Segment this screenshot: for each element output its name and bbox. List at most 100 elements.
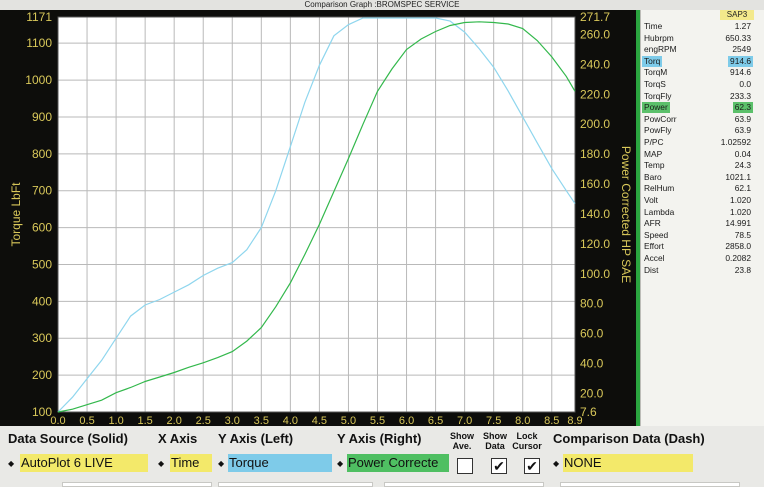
x-tick-label: 0.5 xyxy=(79,415,94,426)
lower-field xyxy=(218,482,373,487)
x-axis-select[interactable]: ◆ Time xyxy=(156,454,212,472)
readout-label: RelHum xyxy=(644,183,675,194)
x-tick-label: 1.0 xyxy=(108,415,123,426)
y-left-axis-label: Torque LbFt xyxy=(9,182,23,247)
y-left-tick-label: 500 xyxy=(32,257,52,271)
plot-border xyxy=(57,16,576,413)
readout-panel: SAP3 Time 1.27 Hubrpm 650.33 engRPM 2549 Torq 9… xyxy=(640,10,764,426)
readout-label: engRPM xyxy=(644,44,677,55)
readout-label: Effort xyxy=(644,241,664,252)
chart-frame: 0.0 0.5 1.0 1.5 2.0 2.5 3.0 3.5 4.0 4.5 5.0 5.5 6.0 6… xyxy=(0,10,638,426)
lower-field xyxy=(62,482,212,487)
readout-row: Time 1.27 xyxy=(641,21,753,32)
y-right-tick-label: 260.0 xyxy=(580,27,610,41)
readout-label: Temp xyxy=(644,160,665,171)
readout-value: 2858.0 xyxy=(725,241,751,252)
readout-row: Baro 1021.1 xyxy=(641,172,753,183)
x-tick-label: 2.0 xyxy=(167,415,182,426)
lock-cursor-checkbox[interactable]: ✔ xyxy=(524,458,540,474)
readout-label: PowCorr xyxy=(644,113,677,124)
show-data-label: Show Data xyxy=(483,431,507,451)
readout-label: Volt xyxy=(644,195,658,205)
power-series-line xyxy=(57,21,576,413)
readout-row: TorqM 914.6 xyxy=(641,67,753,78)
readout-row: PowFly 63.9 xyxy=(641,125,753,136)
comparison-data-label: Comparison Data (Dash) xyxy=(553,431,705,446)
y-left-tick-label: 400 xyxy=(32,294,52,308)
readout-label: TorqM xyxy=(644,67,668,78)
x-tick-label: 2.5 xyxy=(196,415,211,426)
x-tick-label: 5.0 xyxy=(341,415,356,426)
y-right-tick-label: 120.0 xyxy=(580,237,610,251)
readout-value: 0.2082 xyxy=(725,253,751,263)
readout-row: Volt 1.020 xyxy=(641,195,753,206)
readout-value: 23.8 xyxy=(734,264,751,275)
y-right-tick-label: 60.0 xyxy=(580,327,604,341)
lower-field xyxy=(560,482,740,487)
y-left-tick-label: 1100 xyxy=(26,36,52,50)
x-tick-label: 4.0 xyxy=(283,415,298,426)
x-tick-label: 8.9 xyxy=(567,415,582,426)
show-data-checkbox[interactable]: ✔ xyxy=(491,458,507,474)
x-tick-label: 6.0 xyxy=(399,415,414,426)
spin-updown-icon[interactable]: ◆ xyxy=(218,458,225,468)
readout-label: Speed xyxy=(644,229,669,240)
readout-header: SAP3 xyxy=(720,10,754,20)
readout-value: 914.6 xyxy=(728,55,753,67)
readout-value: 63.9 xyxy=(734,113,751,124)
x-tick-label: 0.0 xyxy=(50,415,65,426)
x-tick-label: 7.0 xyxy=(457,415,472,426)
data-source-select[interactable]: ◆ AutoPlot 6 LIVE xyxy=(6,454,148,472)
x-tick-label: 8.0 xyxy=(515,415,530,426)
readout-row: Lambda 1.020 xyxy=(641,207,753,218)
readout-row: Power 62.3 xyxy=(641,102,753,113)
lock-cursor-label: Lock Cursor xyxy=(512,431,542,451)
y-axis-left-value: Torque xyxy=(228,454,332,472)
y-axis-left-label: Y Axis (Left) xyxy=(218,431,294,446)
readout-label: TorqS xyxy=(644,79,666,89)
y-axis-left-select[interactable]: ◆ Torque xyxy=(216,454,332,472)
data-source-label: Data Source (Solid) xyxy=(8,431,128,446)
y-axis-right-select[interactable]: ◆ Power Correcte xyxy=(335,454,449,472)
x-tick-label: 1.5 xyxy=(137,415,152,426)
x-axis-label: X Axis xyxy=(158,431,198,446)
readout-label: Torq xyxy=(642,55,663,67)
y-left-tick-label: 700 xyxy=(32,184,52,198)
readout-label: P/PC xyxy=(644,137,664,147)
x-tick-label: 8.5 xyxy=(544,415,559,426)
readout-value: 14.991 xyxy=(725,218,751,229)
y-left-tick-label: 800 xyxy=(32,147,52,161)
lower-field xyxy=(384,482,544,487)
y-left-tick-label: 1171 xyxy=(26,10,52,24)
readout-row: AFR 14.991 xyxy=(641,218,753,229)
readout-label: Accel xyxy=(644,253,665,263)
readout-row: Temp 24.3 xyxy=(641,160,753,171)
readout-row: Hubrpm 650.33 xyxy=(641,33,753,44)
readout-label: MAP xyxy=(644,148,663,159)
comparison-chart[interactable]: 0.0 0.5 1.0 1.5 2.0 2.5 3.0 3.5 4.0 4.5 5.0 5.5 6.0 6… xyxy=(0,10,638,426)
window-title: Comparison Graph :BROMSPEC SERVICE xyxy=(0,0,764,10)
comparison-data-select[interactable]: ◆ NONE xyxy=(551,454,693,472)
y-left-tick-label: 100 xyxy=(32,405,52,419)
y-right-tick-label: 100.0 xyxy=(580,267,610,281)
readout-row: engRPM 2549 xyxy=(641,44,753,55)
readout-value: 1021.1 xyxy=(725,171,751,182)
spin-updown-icon[interactable]: ◆ xyxy=(8,458,15,468)
readout-label: TorqFly xyxy=(644,90,672,101)
y-left-tick-label: 600 xyxy=(32,221,52,235)
readout-row: PowCorr 63.9 xyxy=(641,114,753,125)
readout-label: Power xyxy=(642,102,670,113)
show-ave-checkbox[interactable] xyxy=(457,458,473,474)
readout-row: TorqFly 233.3 xyxy=(641,91,753,102)
spin-updown-icon[interactable]: ◆ xyxy=(553,458,560,468)
readout-value: 62.1 xyxy=(734,183,751,194)
x-tick-label: 3.0 xyxy=(225,415,240,426)
y-left-tick-label: 300 xyxy=(32,331,52,345)
show-ave-label: Show Ave. xyxy=(450,431,474,451)
readout-value: 78.5 xyxy=(734,229,751,240)
readout-label: Time xyxy=(644,21,663,31)
readout-value: 62.3 xyxy=(732,102,753,113)
spin-updown-icon[interactable]: ◆ xyxy=(158,458,165,468)
y-right-tick-label: 220.0 xyxy=(580,87,610,101)
spin-updown-icon[interactable]: ◆ xyxy=(337,458,344,468)
